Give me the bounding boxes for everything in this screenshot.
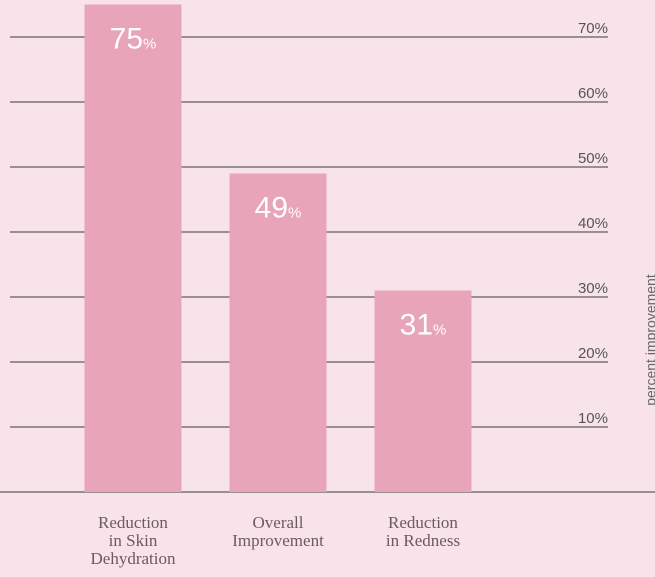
chart: percent improvement 10% 20% 30% 40% 50% 60% 70… — [0, 0, 655, 577]
page: percent improvement 10% 20% 30% 40% 50% 60% 70… — [0, 0, 655, 577]
x-tick-label: Overall Improvement — [208, 514, 348, 550]
x-tick-label: Reduction in Redness — [353, 514, 493, 550]
bar — [85, 5, 182, 493]
y-tick-label: 30% — [578, 280, 608, 297]
y-tick-label: 50% — [578, 150, 608, 167]
y-axis-label: percent improvement — [643, 274, 655, 406]
y-tick-label: 40% — [578, 215, 608, 232]
y-tick-label: 20% — [578, 345, 608, 362]
y-tick-label: 10% — [578, 410, 608, 427]
x-tick-label: Reduction in Skin Dehydration — [63, 514, 203, 568]
y-tick-label: 60% — [578, 85, 608, 102]
y-tick-label: 70% — [578, 20, 608, 37]
